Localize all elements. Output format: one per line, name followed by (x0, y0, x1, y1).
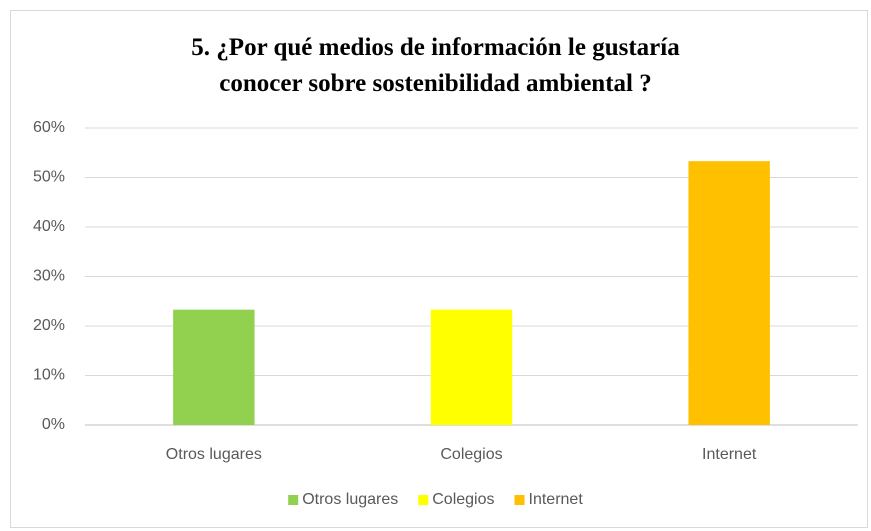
x-tick-label: Colegios (440, 446, 502, 463)
y-tick-label: 40% (33, 218, 65, 235)
x-tick-label: Otros lugares (166, 446, 262, 463)
bar (430, 309, 513, 425)
legend-swatch (514, 495, 525, 505)
y-tick-label: 0% (42, 416, 65, 433)
y-tick-label: 20% (33, 317, 65, 334)
chart-title: 5. ¿Por qué medios de información le gus… (191, 34, 680, 97)
legend-swatch (418, 495, 429, 505)
y-tick-label: 30% (33, 268, 65, 285)
y-tick-label: 50% (33, 169, 65, 186)
bar (688, 161, 770, 426)
legend-label: Internet (529, 491, 584, 508)
y-tick-label: 10% (33, 367, 65, 384)
legend-label: Colegios (432, 491, 494, 508)
legend-swatch (288, 495, 299, 505)
title-box: 5. ¿Por qué medios de información le gus… (0, 30, 871, 102)
legend-label: Otros lugares (302, 491, 398, 508)
y-tick-label: 60% (33, 119, 65, 136)
x-tick-label: Internet (702, 446, 757, 463)
bar (173, 309, 255, 425)
